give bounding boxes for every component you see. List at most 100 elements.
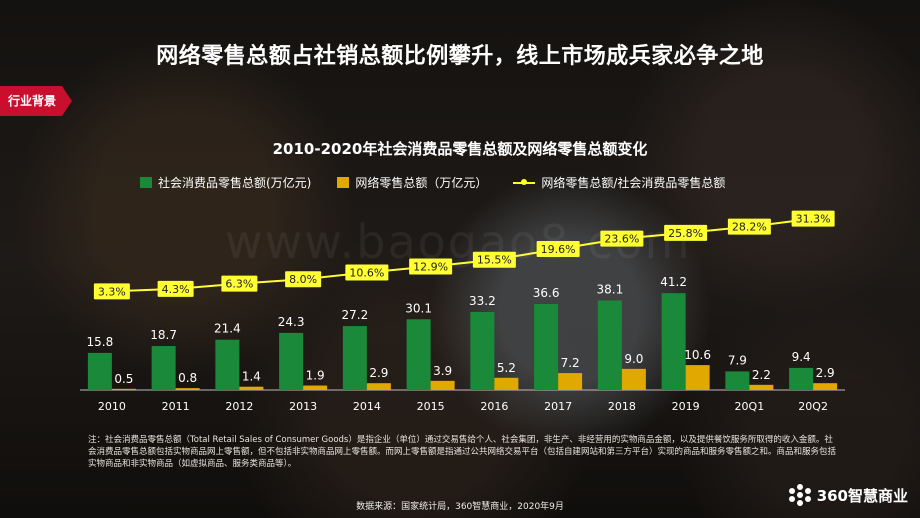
- bar-label-retail: 7.9: [728, 353, 747, 367]
- x-tick-label: 2017: [544, 400, 572, 413]
- bar-label-retail: 30.1: [405, 301, 432, 315]
- ratio-label: 15.5%: [477, 254, 512, 267]
- bar-online: [175, 388, 200, 390]
- legend-label: 社会消费品零售总额(万亿元): [158, 176, 312, 190]
- bar-online: [430, 380, 455, 390]
- bar-label-online: 1.4: [242, 370, 261, 384]
- ratio-label: 23.6%: [604, 233, 639, 246]
- bar-retail: [87, 352, 112, 390]
- x-tick-label: 2016: [480, 400, 508, 413]
- bar-online: [303, 385, 328, 390]
- x-tick-label: 20Q1: [735, 400, 765, 413]
- bar-label-retail: 41.2: [660, 275, 687, 289]
- bar-label-retail: 38.1: [597, 282, 624, 296]
- bar-label-retail: 9.4: [792, 350, 811, 364]
- bar-online: [749, 384, 774, 390]
- ratio-label-box: [664, 224, 708, 241]
- bar-online: [813, 383, 838, 390]
- bar-online: [111, 388, 136, 390]
- bar-label-online: 2.9: [816, 366, 835, 380]
- bar-label-retail: 27.2: [342, 308, 369, 322]
- ratio-label-box: [600, 230, 644, 247]
- bar-label-online: 7.2: [561, 356, 580, 370]
- bar-retail: [534, 303, 559, 390]
- bar-retail: [789, 367, 814, 390]
- chart-legend: 社会消费品零售总额(万亿元) 网络零售总额（万亿元） 网络零售总额/社会消费品零…: [140, 174, 751, 191]
- ratio-label: 12.9%: [413, 260, 448, 273]
- bar-retail: [597, 300, 622, 390]
- bar-retail: [279, 332, 304, 390]
- x-tick-label: 2015: [417, 400, 445, 413]
- bar-label-retail: 33.2: [469, 294, 496, 308]
- chart-title: 2010-2020年社会消费品零售总额及网络零售总额变化: [272, 140, 648, 158]
- bar-online: [239, 386, 264, 390]
- logo-icon: [788, 484, 811, 506]
- bar-label-online: 1.9: [306, 369, 325, 383]
- ratio-label-box: [221, 275, 258, 292]
- ratio-label-box: [791, 210, 835, 227]
- bar-label-retail: 21.4: [214, 322, 241, 336]
- ratio-label-box: [472, 251, 516, 268]
- bar-online: [494, 377, 519, 390]
- bar-online: [621, 368, 646, 390]
- bar-online: [558, 373, 583, 390]
- x-tick-label: 2018: [608, 400, 636, 413]
- x-tick-label: 20Q2: [798, 400, 828, 413]
- data-source: 数据来源：国家统计局，360智慧商业，2020年9月: [356, 502, 564, 512]
- bar-label-online: 10.6: [684, 348, 711, 362]
- x-tick-label: 2011: [162, 400, 190, 413]
- legend-swatch-orange: [337, 177, 350, 188]
- logo-text: 360智慧商业: [816, 486, 908, 505]
- legend-item-retail: 社会消费品零售总额(万亿元): [140, 174, 311, 191]
- bar-label-online: 0.8: [178, 371, 197, 385]
- legend-label: 网络零售总额/社会消费品零售总额: [541, 176, 726, 190]
- ratio-label: 25.8%: [668, 227, 703, 240]
- ratio-label-box: [93, 283, 130, 300]
- bar-label-online: 2.9: [369, 366, 388, 380]
- bar-online: [685, 365, 710, 390]
- ratio-label: 3.3%: [98, 285, 126, 298]
- legend-swatch-green: [140, 177, 152, 188]
- x-tick-label: 2013: [289, 400, 317, 413]
- bar-label-retail: 18.7: [150, 328, 177, 342]
- legend-item-ratio: 网络零售总额/社会消费品零售总额: [513, 174, 725, 191]
- ratio-label: 31.3%: [796, 213, 831, 226]
- legend-swatch-line: [513, 178, 536, 185]
- ratio-label: 19.6%: [541, 243, 576, 256]
- bar-label-online: 5.2: [497, 361, 516, 375]
- bar-retail: [151, 346, 176, 390]
- bar-retail: [406, 319, 431, 390]
- x-tick-label: 2010: [98, 400, 126, 413]
- ratio-label-box: [727, 218, 771, 235]
- x-tick-label: 2014: [353, 400, 381, 413]
- bar-retail: [342, 326, 367, 390]
- bar-retail: [661, 293, 686, 390]
- bar-label-retail: 24.3: [278, 315, 305, 329]
- ratio-label: 10.6%: [349, 266, 384, 279]
- ratio-label-box: [345, 264, 389, 281]
- ratio-label-box: [285, 271, 322, 288]
- bar-retail: [215, 339, 240, 390]
- ratio-label: 8.0%: [289, 273, 317, 286]
- ratio-label: 6.3%: [225, 278, 253, 291]
- bar-retail: [725, 371, 750, 390]
- bar-retail: [470, 311, 495, 390]
- ratio-label: 28.2%: [732, 221, 767, 234]
- ratio-label-box: [157, 280, 194, 297]
- page-title: 网络零售总额占社销总额比例攀升，线上市场成兵家必争之地: [156, 44, 764, 69]
- legend-label: 网络零售总额（万亿元）: [355, 176, 488, 190]
- x-tick-label: 2012: [225, 400, 253, 413]
- ratio-label: 4.3%: [162, 283, 190, 296]
- x-tick-label: 2019: [672, 400, 700, 413]
- footnote: 注：社会消费品零售总额（Total Retail Sales of Consum…: [88, 435, 837, 469]
- ratio-label-box: [409, 258, 453, 275]
- bar-label-online: 9.0: [624, 352, 643, 366]
- bar-label-retail: 36.6: [533, 286, 560, 300]
- section-tag: 行业背景: [0, 86, 72, 116]
- ratio-line: [111, 217, 814, 293]
- bar-label-retail: 15.8: [87, 335, 114, 349]
- bar-label-online: 0.5: [114, 372, 133, 386]
- bar-online: [366, 383, 391, 390]
- ratio-label-box: [536, 241, 580, 258]
- legend-item-online: 网络零售总额（万亿元）: [337, 174, 487, 191]
